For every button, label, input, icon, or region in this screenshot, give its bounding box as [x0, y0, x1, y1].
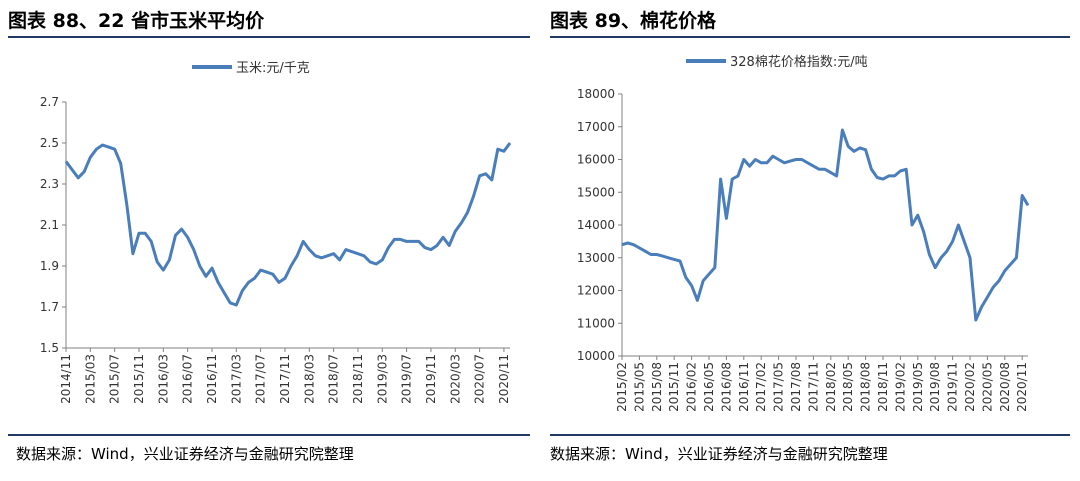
y-tick-label: 1.7	[40, 300, 59, 314]
y-tick-label: 13000	[577, 251, 615, 265]
x-tick-label: 2020/07	[473, 354, 487, 404]
figure-title: 图表 88、22 省市玉米平均价	[8, 10, 265, 32]
x-tick-label: 2016/02	[685, 362, 699, 412]
title-rule	[550, 36, 1070, 38]
x-tick-label: 2019/08	[928, 362, 942, 412]
y-tick-label: 2.1	[40, 218, 59, 232]
y-tick-label: 15000	[577, 185, 615, 199]
x-tick-label: 2016/07	[181, 354, 195, 404]
x-tick-label: 2018/08	[859, 362, 873, 412]
x-tick-label: 2019/11	[946, 362, 960, 412]
x-tick-label: 2019/05	[911, 362, 925, 412]
legend: 328棉花价格指数:元/吨	[686, 54, 868, 70]
legend: 玉米:元/千克	[192, 61, 310, 76]
series-line	[621, 128, 1030, 322]
line-chart-cotton: 328棉花价格指数:元/吨 18000170001600015000140001…	[577, 54, 1030, 412]
x-tick-label: 2020/02	[963, 362, 977, 412]
bottom-rule	[550, 434, 1070, 436]
x-tick-label: 2017/11	[278, 354, 292, 404]
x-tick-label: 2016/05	[702, 362, 716, 412]
y-tick-label: 17000	[577, 120, 615, 134]
x-tick-label: 2015/11	[132, 354, 146, 404]
x-tick-label: 2017/02	[754, 362, 768, 412]
x-tick-label: 2019/02	[893, 362, 907, 412]
x-tick-label: 2019/03	[375, 354, 389, 404]
y-tick-label: 1.5	[40, 341, 59, 355]
x-tick-label: 2016/11	[737, 362, 751, 412]
legend-label: 玉米:元/千克	[236, 61, 310, 76]
figure-title: 图表 89、棉花价格	[550, 10, 717, 32]
x-tick-label: 2020/03	[448, 354, 462, 404]
x-tick-label: 2020/11	[1015, 362, 1029, 412]
x-tick-label: 2015/02	[615, 362, 629, 412]
y-tick-label: 12000	[577, 284, 615, 298]
axes: 18000 17000 16000 15000 14000 13000 12000 11000…	[577, 87, 1029, 412]
x-tick-label: 2015/07	[108, 354, 122, 404]
x-tick-label: 2018/02	[824, 362, 838, 412]
x-tick-label: 2018/03	[302, 354, 316, 404]
x-tick-label: 2016/03	[156, 354, 170, 404]
x-tick-label: 2018/11	[351, 354, 365, 404]
x-tick-label: 2017/07	[254, 354, 268, 404]
y-tick-label: 16000	[577, 153, 615, 167]
x-tick-label: 2015/11	[667, 362, 681, 412]
x-tick-label: 2015/05	[632, 362, 646, 412]
y-tick-label: 2.5	[40, 136, 59, 150]
chart-panel-corn: 图表 88、22 省市玉米平均价 玉米:元/千克 2.7 2.5 2.3 2.1 1.9…	[8, 10, 530, 463]
source-note: 数据来源：Wind，兴业证券经济与金融研究院整理	[550, 445, 888, 463]
x-tick-label: 2015/08	[650, 362, 664, 412]
x-tick-label: 2019/07	[400, 354, 414, 404]
y-tick-label: 14000	[577, 218, 615, 232]
x-tick-label: 2017/03	[229, 354, 243, 404]
source-note: 数据来源：Wind，兴业证券经济与金融研究院整理	[16, 445, 354, 463]
y-tick-label: 10000	[577, 349, 615, 363]
legend-label: 328棉花价格指数:元/吨	[730, 54, 868, 70]
x-tick-label: 2014/11	[59, 354, 73, 404]
y-tick-label: 2.3	[40, 177, 59, 191]
x-tick-label: 2016/11	[205, 354, 219, 404]
x-tick-label: 2020/11	[497, 354, 511, 404]
x-tick-label: 2018/11	[876, 362, 890, 412]
bottom-rule	[8, 434, 530, 436]
x-tick-label: 2017/11	[806, 362, 820, 412]
y-tick-label: 11000	[577, 316, 615, 330]
x-tick-label: 2015/03	[83, 354, 97, 404]
y-tick-label: 2.7	[40, 95, 59, 109]
x-tick-label: 2018/07	[327, 354, 341, 404]
x-tick-label: 2016/08	[719, 362, 733, 412]
x-tick-label: 2020/05	[980, 362, 994, 412]
y-tick-label: 18000	[577, 87, 615, 101]
x-tick-label: 2018/05	[841, 362, 855, 412]
y-tick-label: 1.9	[40, 259, 59, 273]
x-tick-label: 2020/08	[998, 362, 1012, 412]
series-line	[64, 142, 512, 307]
title-rule	[8, 36, 530, 38]
x-tick-label: 2017/05	[772, 362, 786, 412]
x-tick-label: 2017/08	[789, 362, 803, 412]
chart-panel-cotton: 图表 89、棉花价格 328棉花价格指数:元/吨 18000 17000 16000…	[540, 0, 1080, 481]
x-tick-label: 2019/11	[424, 354, 438, 404]
